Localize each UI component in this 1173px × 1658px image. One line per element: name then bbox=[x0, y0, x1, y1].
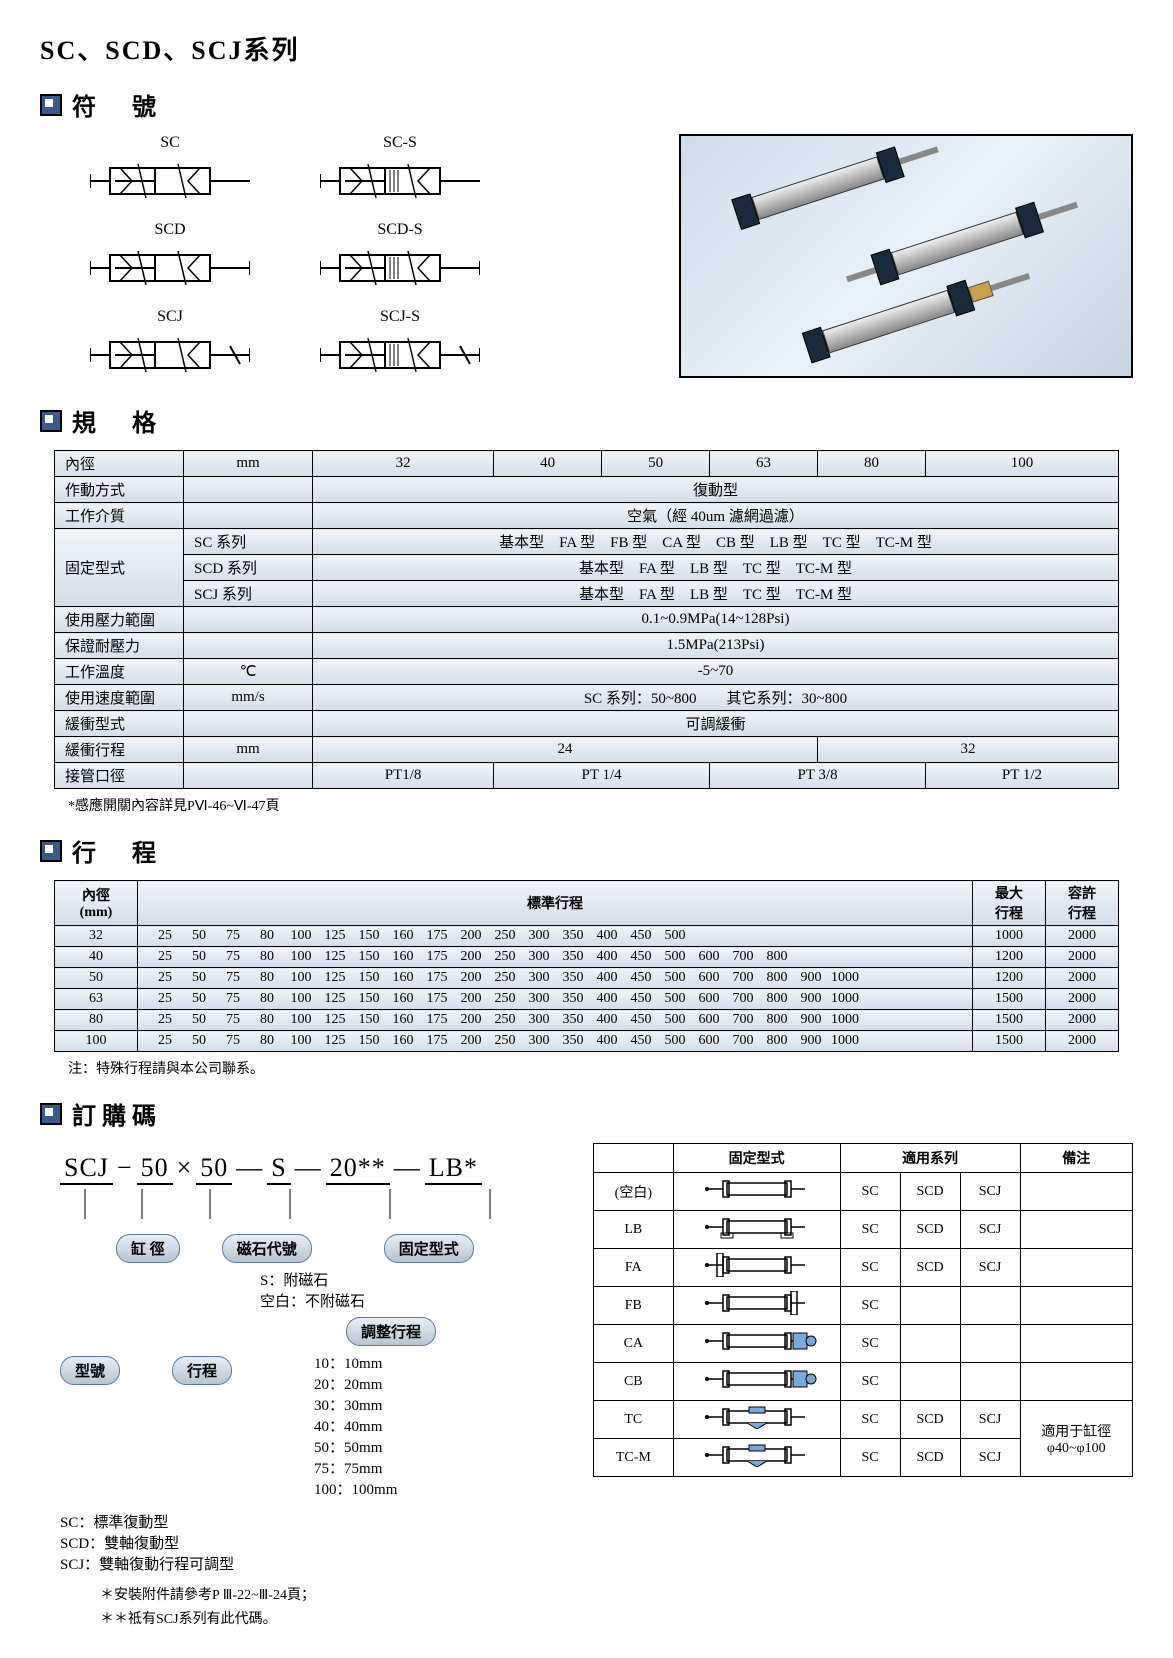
symbol-sc-s: SC-S bbox=[300, 134, 500, 211]
pill-magnet: 磁石代號 bbox=[222, 1234, 312, 1263]
pill-model: 型號 bbox=[60, 1356, 120, 1385]
product-photo bbox=[679, 134, 1133, 378]
section-stroke-title: 行 程 bbox=[72, 833, 162, 868]
order-code-diagram: SCJ−50×50—S—20**—LB* 缸 徑 磁石代號 固定型式 S：附磁石… bbox=[40, 1143, 573, 1628]
section-order-title: 訂購碼 bbox=[72, 1096, 162, 1131]
section-marker-icon bbox=[40, 1103, 62, 1125]
symbol-scd: SCD bbox=[70, 221, 270, 298]
section-symbols-title: 符 號 bbox=[72, 87, 162, 122]
section-stroke-header: 行 程 bbox=[40, 833, 1133, 868]
symbol-scj: SCJ bbox=[70, 308, 270, 385]
pill-stroke: 行程 bbox=[172, 1356, 232, 1385]
section-marker-icon bbox=[40, 410, 62, 432]
pill-mount: 固定型式 bbox=[384, 1234, 474, 1263]
page-title: SC、SCD、SCJ系列 bbox=[40, 30, 1133, 67]
pill-adjust: 調整行程 bbox=[346, 1317, 436, 1346]
symbol-scd-s: SCD-S bbox=[300, 221, 500, 298]
stroke-table: 內徑 (mm)標準行程最大 行程容許 行程3225507580100125150… bbox=[54, 880, 1119, 1052]
stroke-footnote: 注：特殊行程請與本公司聯系。 bbox=[68, 1058, 1119, 1078]
section-symbols-header: 符 號 bbox=[40, 87, 1133, 122]
section-marker-icon bbox=[40, 840, 62, 862]
order-connector-svg bbox=[60, 1189, 560, 1219]
section-specs-title: 規 格 bbox=[72, 403, 162, 438]
pill-bore: 缸 徑 bbox=[116, 1234, 180, 1263]
section-specs-header: 規 格 bbox=[40, 403, 1133, 438]
symbol-sc: SC bbox=[70, 134, 270, 211]
spec-table: 內徑mm3240506380100作動方式復動型工作介質空氣（經 40um 濾網… bbox=[54, 450, 1119, 789]
symbols-grid: SC SC-S SCD SCD-S SCJ SCJ-S bbox=[70, 134, 500, 385]
section-order-header: 訂購碼 bbox=[40, 1096, 1133, 1131]
spec-footnote: *感應開關內容詳見PⅥ-46~Ⅵ-47頁 bbox=[68, 795, 1119, 815]
symbol-scj-s: SCJ-S bbox=[300, 308, 500, 385]
section-marker-icon bbox=[40, 94, 62, 116]
mount-table: 固定型式適用系列備注(空白)SCSCDSCJLBSCSCDSCJFASCSCDS… bbox=[593, 1143, 1133, 1477]
